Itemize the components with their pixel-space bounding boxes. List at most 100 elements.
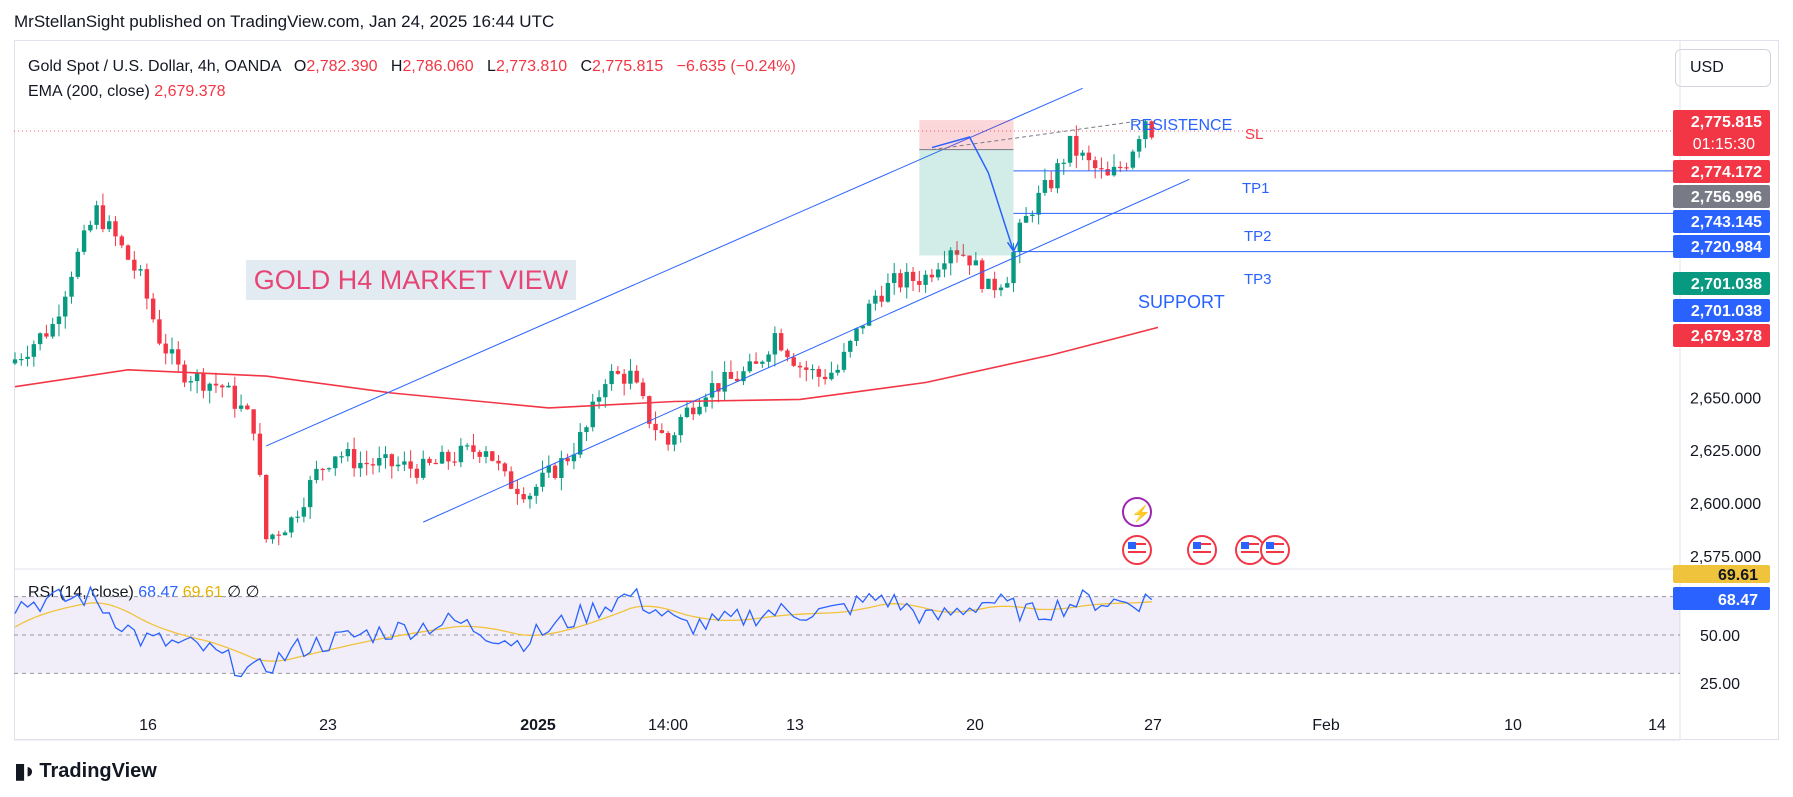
candle — [634, 370, 639, 383]
us-event-icon-4-stripe — [1266, 543, 1284, 545]
candle — [860, 325, 865, 329]
price-legend: Gold Spot / U.S. Dollar, 4h, OANDA O2,78… — [28, 54, 796, 104]
candle — [804, 367, 809, 370]
price-label: 2,679.378 — [1691, 328, 1762, 345]
ema-value: 2,679.378 — [154, 83, 226, 100]
candle — [276, 534, 281, 536]
candle — [194, 372, 200, 382]
candle — [295, 516, 300, 518]
time-tick-label: 20 — [966, 717, 984, 734]
time-tick-label: 10 — [1504, 717, 1522, 734]
price-label: 2,775.815 — [1691, 114, 1762, 131]
candle — [333, 456, 338, 469]
candle — [534, 486, 539, 496]
take-profit-zone — [919, 149, 1014, 256]
us-event-icon-2 — [1187, 535, 1217, 565]
us-event-icon-4-stripe — [1266, 547, 1284, 549]
high-label: H — [390, 58, 403, 75]
us-event-icon-1-stripe — [1128, 551, 1146, 553]
time-tick-label: Feb — [1312, 717, 1340, 734]
candle — [1124, 167, 1129, 169]
lightning-event-icon — [1122, 497, 1152, 527]
currency-button[interactable]: USD — [1675, 49, 1771, 87]
us-event-icon-1-canton — [1128, 542, 1136, 549]
candle — [245, 405, 250, 410]
tp2-label: TP2 — [1244, 228, 1272, 245]
candle — [452, 461, 457, 463]
candle — [1118, 166, 1123, 169]
candle — [25, 356, 30, 359]
us-event-icon-4-canton — [1266, 542, 1274, 549]
candle — [1149, 121, 1154, 138]
us-event-icon-3-stripe — [1241, 551, 1259, 553]
tradingview-logo[interactable]: ▮◗ TradingView — [14, 758, 157, 784]
candle — [866, 303, 872, 326]
us-event-icon-1 — [1122, 535, 1152, 565]
ema-row: EMA (200, close) 2,679.378 — [28, 79, 796, 104]
candle — [546, 465, 551, 473]
candle — [1023, 216, 1029, 223]
candle — [1067, 135, 1073, 163]
time-tick-label: 14:00 — [648, 717, 688, 734]
candle — [113, 221, 118, 237]
time-tick-label: 13 — [786, 717, 804, 734]
candle — [873, 295, 878, 304]
us-event-icon-1-stripe — [1128, 547, 1146, 549]
symbol-title[interactable]: Gold Spot / U.S. Dollar, 4h, OANDA — [28, 58, 281, 75]
price-label-box — [1673, 160, 1770, 183]
candle — [389, 454, 394, 467]
rsi-ma-line — [14, 601, 1152, 662]
us-event-icon-3-stripe — [1241, 543, 1259, 545]
candle — [942, 263, 947, 270]
us-event-icon-3-stripe — [1241, 547, 1259, 549]
candle — [672, 435, 677, 445]
candle — [351, 448, 357, 469]
candle — [703, 397, 708, 407]
candle — [427, 458, 432, 463]
candle — [659, 430, 665, 433]
candle — [320, 468, 325, 471]
candle — [477, 451, 482, 457]
candle — [929, 274, 935, 278]
candles — [12, 119, 1154, 546]
candle — [722, 371, 727, 392]
high-value: 2,786.060 — [402, 58, 474, 75]
candle — [395, 464, 401, 467]
candle — [841, 351, 847, 370]
price-tick-label: 2,575.000 — [1690, 549, 1761, 566]
ema-line — [14, 326, 1159, 409]
close-label: C — [580, 58, 593, 75]
candle — [1005, 283, 1010, 288]
price-tick-label: 2,600.000 — [1690, 496, 1761, 513]
candle — [596, 397, 602, 402]
candle — [986, 278, 991, 289]
candle — [75, 251, 80, 277]
rsi-ma-label-box — [1673, 565, 1770, 583]
candle — [1030, 214, 1035, 217]
candle — [810, 368, 815, 371]
candle — [678, 416, 683, 436]
candle — [301, 507, 307, 517]
price-label: 2,756.996 — [1691, 189, 1762, 206]
candle — [797, 365, 803, 368]
candle — [150, 298, 156, 320]
candle — [829, 372, 834, 380]
candle — [508, 471, 514, 489]
rsi-tick-label: 25.00 — [1700, 676, 1740, 693]
us-event-icon-3-stripe — [1241, 555, 1259, 557]
us-event-icon-2-stripe — [1193, 543, 1211, 545]
candle — [226, 385, 231, 388]
time-tick-label: 14 — [1648, 717, 1666, 734]
ema-label[interactable]: EMA (200, close) — [28, 83, 150, 100]
candle — [421, 458, 426, 478]
candle — [107, 221, 112, 230]
candle — [377, 458, 382, 466]
us-event-icon-2-stripe — [1193, 551, 1211, 553]
candle — [408, 461, 413, 469]
candle — [56, 316, 62, 325]
candle — [1049, 179, 1054, 189]
price-tick-label: 2,650.000 — [1690, 390, 1761, 407]
close-value: 2,775.815 — [592, 58, 664, 75]
candle — [345, 448, 351, 457]
